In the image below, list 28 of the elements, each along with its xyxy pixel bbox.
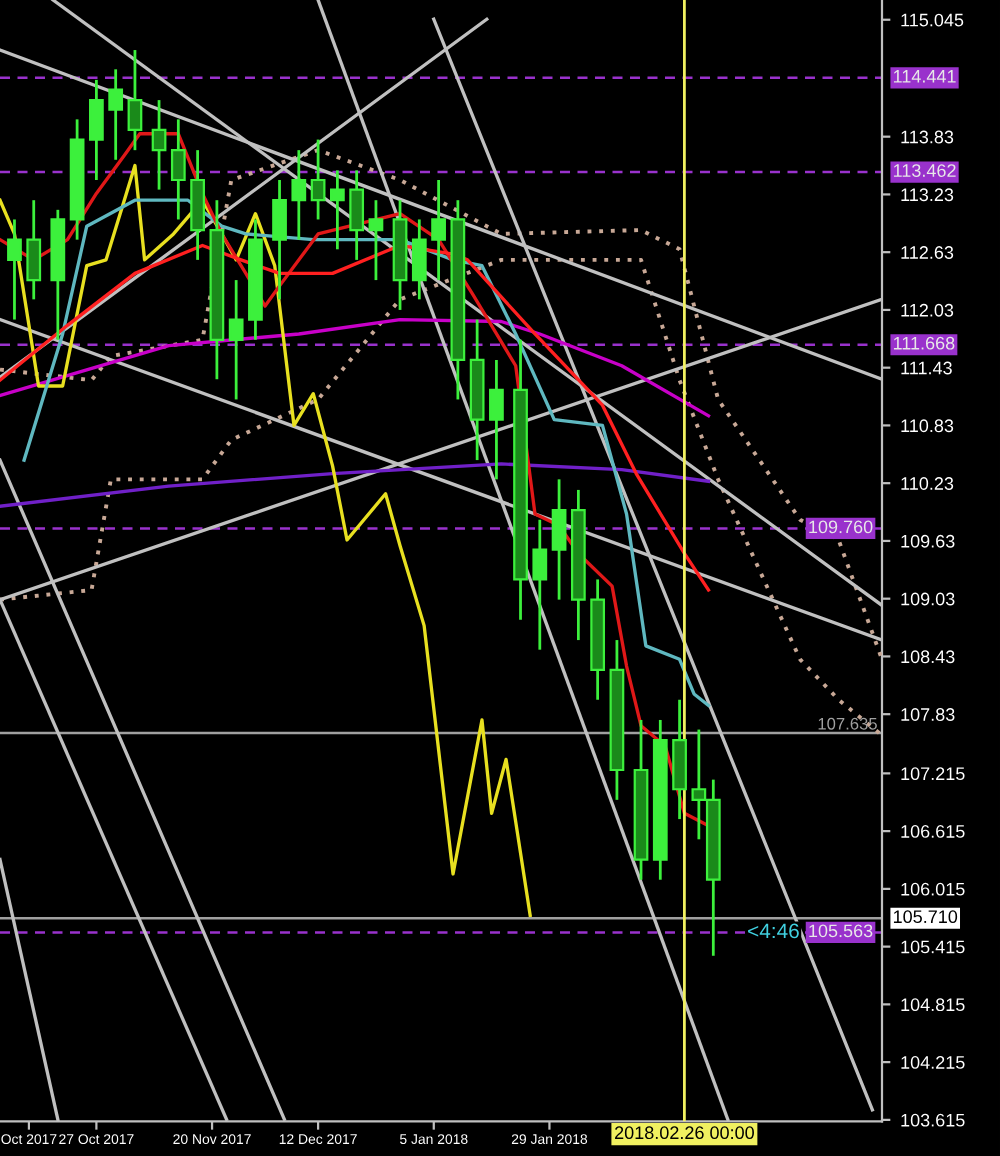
y-tick-label: 105.415 bbox=[901, 940, 965, 954]
ref-line-label: 2018.02.26 00:00 bbox=[615, 1126, 754, 1140]
y-tick-label: 108.43 bbox=[901, 650, 955, 664]
y-tick-label: 103.615 bbox=[901, 1113, 965, 1127]
annotation: <4:46 bbox=[748, 923, 799, 939]
y-tick-label: 112.63 bbox=[901, 246, 954, 259]
ref-line-label: 107.635 bbox=[818, 717, 877, 730]
y-tick-label: 113.83 bbox=[901, 130, 954, 144]
y-tick-label: 110.83 bbox=[901, 419, 954, 433]
y-tick-label: 115.045 bbox=[901, 13, 964, 27]
y-tick-label: 109.03 bbox=[901, 592, 955, 606]
y-tick-label: 106.615 bbox=[901, 825, 965, 838]
y-tick-label: 112.03 bbox=[901, 303, 954, 317]
y-tick-label: 107.215 bbox=[901, 767, 965, 781]
y-tick-label: 110.23 bbox=[901, 477, 954, 490]
y-tick-label: 111.43 bbox=[901, 361, 952, 375]
ref-line-label: 105.710 bbox=[893, 910, 958, 924]
ref-line-label: 113.462 bbox=[893, 164, 956, 177]
y-tick-label: 109.63 bbox=[901, 534, 955, 548]
ref-line-label: 105.563 bbox=[809, 924, 873, 938]
y-tick-label: 106.015 bbox=[901, 882, 965, 896]
y-tick-label: 104.815 bbox=[901, 998, 965, 1012]
ref-line-label: 111.668 bbox=[893, 336, 955, 350]
ref-line-label: 109.760 bbox=[809, 520, 873, 534]
ref-line-label: 114.441 bbox=[893, 70, 956, 83]
y-tick-label: 107.83 bbox=[901, 708, 955, 721]
y-tick-label: 104.215 bbox=[901, 1056, 965, 1069]
y-tick-label: 113.23 bbox=[901, 188, 954, 202]
